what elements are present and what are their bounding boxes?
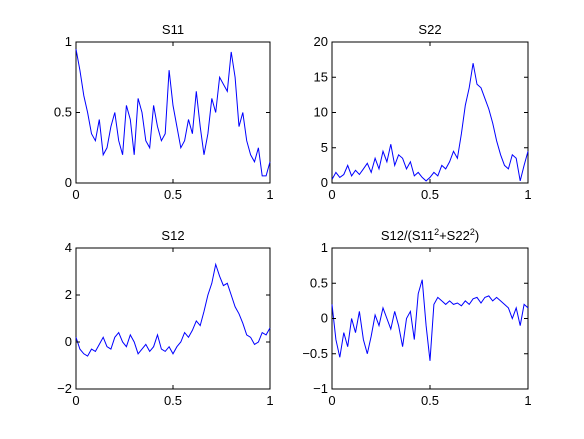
series-line [331, 63, 529, 182]
subplot-4: 0 0.5 1 −1 −0.5 0 0.5 1 S12/(S112+S222) [302, 227, 531, 408]
x-tick-label: 0.5 [164, 187, 182, 202]
y-tick-label: −1 [313, 381, 328, 396]
subplot-title: S12 [161, 228, 184, 243]
x-tick-label: 1 [524, 187, 531, 202]
y-tick-label: 10 [314, 105, 328, 120]
x-tick-label: 0 [72, 393, 79, 408]
x-tick-label: 1 [266, 187, 273, 202]
x-tick-label: 0.5 [421, 393, 439, 408]
x-tick-label: 0 [72, 187, 79, 202]
x-tick-label: 0.5 [164, 393, 182, 408]
y-tick-label: 5 [321, 140, 328, 155]
axes-box [331, 247, 529, 390]
axes-box [75, 247, 271, 390]
x-tick-label: 0.5 [421, 187, 439, 202]
y-tick-label: 0 [321, 175, 328, 190]
y-tick-label: 1 [65, 34, 72, 49]
x-tick-label: 1 [524, 393, 531, 408]
axes-box [75, 41, 271, 184]
x-tick-label: 1 [266, 393, 273, 408]
y-tick-label: 1 [321, 240, 328, 255]
subplot-title: S22 [418, 22, 441, 37]
y-tick-label: 4 [65, 240, 72, 255]
y-tick-label: 0 [65, 334, 72, 349]
y-tick-label: 20 [314, 34, 328, 49]
y-tick-label: 15 [314, 69, 328, 84]
subplot-1: 0 0.5 1 0 0.5 1 S11 [54, 22, 274, 202]
subplot-title: S11 [162, 22, 184, 37]
y-tick-label: 0.5 [54, 105, 72, 120]
y-tick-label: 0.5 [310, 275, 328, 290]
y-tick-label: −0.5 [302, 346, 328, 361]
x-tick-label: 0 [328, 393, 335, 408]
x-tick-label: 0 [328, 187, 335, 202]
y-tick-label: −2 [57, 381, 72, 396]
series-line [75, 262, 271, 357]
axes-box [331, 41, 529, 184]
y-tick-label: 2 [65, 287, 72, 302]
series-line [331, 279, 529, 361]
y-tick-label: 0 [65, 175, 72, 190]
y-tick-label: 0 [321, 311, 328, 326]
subplot-title: S12/(S112+S222) [381, 227, 479, 243]
series-line [75, 49, 271, 177]
